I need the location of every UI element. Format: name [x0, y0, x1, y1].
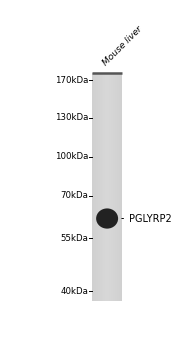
- Bar: [99, 73, 100, 301]
- Bar: [95, 73, 96, 301]
- Bar: [115, 73, 116, 301]
- Text: 130kDa: 130kDa: [55, 113, 88, 122]
- Bar: [109, 73, 110, 301]
- Bar: [102, 73, 103, 301]
- Bar: [97, 73, 98, 301]
- Bar: [94, 73, 95, 301]
- Bar: [105, 73, 106, 301]
- Bar: [116, 73, 117, 301]
- Bar: [110, 73, 111, 301]
- Text: 170kDa: 170kDa: [55, 76, 88, 85]
- Bar: [117, 73, 118, 301]
- Bar: [96, 73, 97, 301]
- Bar: [106, 73, 107, 301]
- Bar: [101, 73, 102, 301]
- Bar: [112, 73, 113, 301]
- Text: PGLYRP2: PGLYRP2: [122, 214, 172, 224]
- Text: 100kDa: 100kDa: [55, 152, 88, 161]
- Bar: [100, 73, 101, 301]
- Bar: [107, 73, 108, 301]
- Bar: [92, 73, 93, 301]
- Bar: [119, 73, 120, 301]
- Bar: [104, 73, 105, 301]
- Text: Mouse liver: Mouse liver: [101, 25, 144, 68]
- Bar: [108, 73, 109, 301]
- Ellipse shape: [102, 214, 113, 224]
- Bar: [98, 73, 99, 301]
- Text: 70kDa: 70kDa: [60, 191, 88, 200]
- Text: 40kDa: 40kDa: [60, 287, 88, 296]
- Bar: [120, 73, 121, 301]
- Bar: [111, 73, 112, 301]
- Ellipse shape: [96, 208, 118, 229]
- Bar: [118, 73, 119, 301]
- Bar: [103, 73, 104, 301]
- Bar: [113, 73, 114, 301]
- Bar: [114, 73, 115, 301]
- Bar: [93, 73, 94, 301]
- Ellipse shape: [99, 211, 115, 226]
- Bar: [121, 73, 122, 301]
- Ellipse shape: [104, 216, 110, 222]
- Text: 55kDa: 55kDa: [60, 234, 88, 243]
